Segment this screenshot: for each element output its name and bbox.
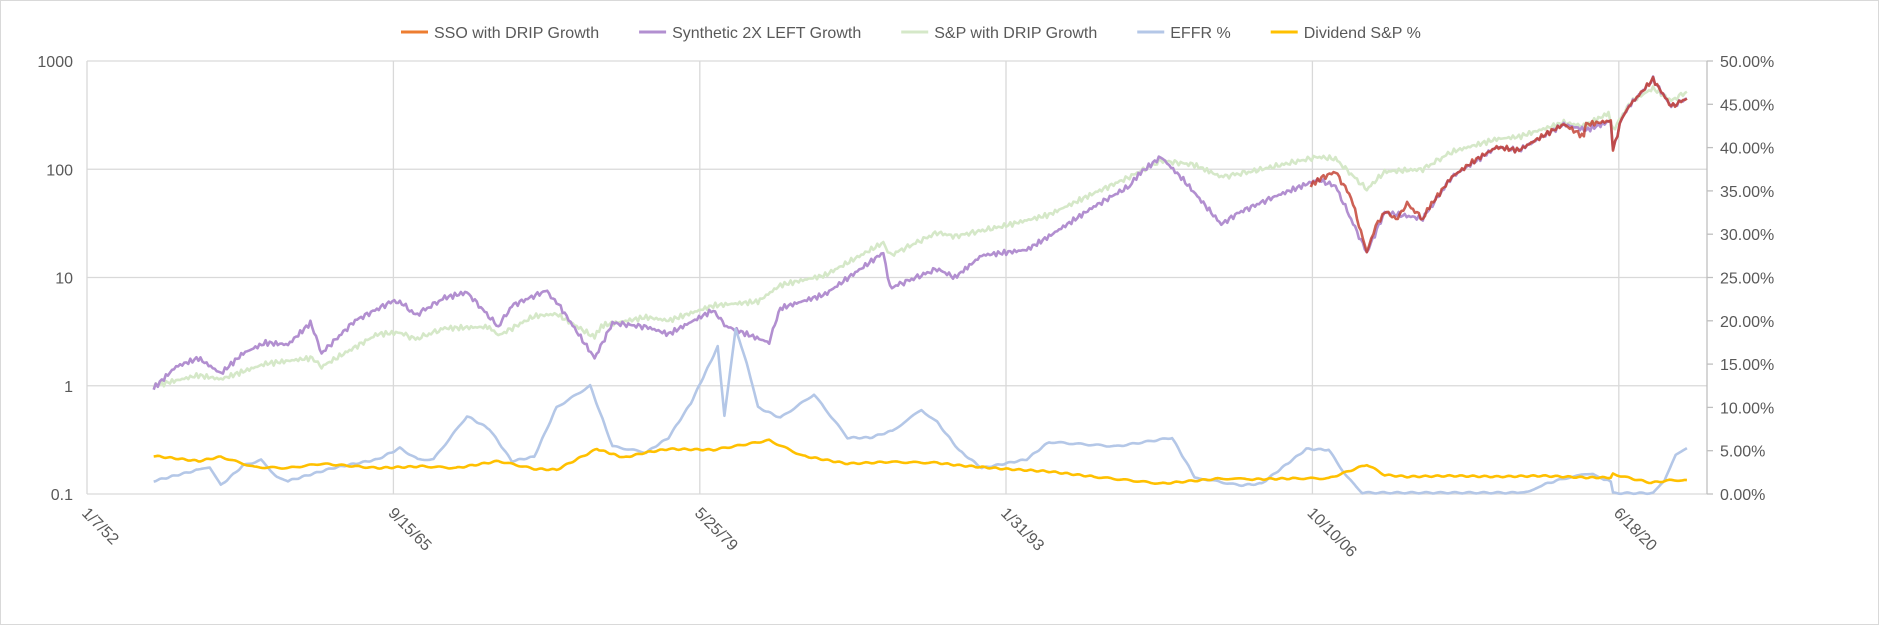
x-tick-label: 6/18/20 <box>1610 505 1660 555</box>
axes: 0.1 1 10 100 1000 1/7/52 9/15/65 5/25/79 1/31/93… <box>37 54 1774 561</box>
y-right-tick-label: 0.00% <box>1720 487 1765 504</box>
x-tick-label: 10/10/06 <box>1304 505 1360 561</box>
series-line-synthetic-2x-left-growth <box>152 75 1688 391</box>
y-right-tick-label: 30.00% <box>1720 227 1774 244</box>
y-right-tick-label: 20.00% <box>1720 314 1774 331</box>
y-right-tick-label: 15.00% <box>1720 357 1774 374</box>
x-tick-label: 1/7/52 <box>78 505 122 549</box>
legend: SSO with DRIP Growth Synthetic 2X LEFT Gr… <box>401 25 1421 42</box>
y-right-tick-label: 10.00% <box>1720 400 1774 417</box>
y-right-tick-label: 5.00% <box>1720 444 1765 461</box>
y-right-tick-label: 45.00% <box>1720 97 1774 114</box>
legend-label: Dividend S&P % <box>1304 25 1421 42</box>
legend-label: EFFR % <box>1170 25 1230 42</box>
series-line-s-p-with-drip-growth <box>152 85 1688 389</box>
series-line-sso-with-drip-growth <box>1309 75 1688 254</box>
x-tick-label: 5/25/79 <box>691 505 741 555</box>
y-left-tick-label: 100 <box>46 162 73 179</box>
y-right-tick-label: 50.00% <box>1720 54 1774 71</box>
y-left-tick-label: 1 <box>64 379 73 396</box>
series-line-dividend-s-p- <box>153 438 1688 485</box>
y-right-tick-label: 40.00% <box>1720 141 1774 158</box>
series-lines <box>152 75 1688 496</box>
legend-label: S&P with DRIP Growth <box>934 25 1097 42</box>
y-right-tick-label: 25.00% <box>1720 271 1774 288</box>
x-tick-label: 9/15/65 <box>385 505 435 555</box>
y-left-tick-label: 1000 <box>37 54 73 71</box>
y-left-tick-label: 0.1 <box>51 487 73 504</box>
series-line-effr- <box>153 327 1688 496</box>
legend-label: Synthetic 2X LEFT Growth <box>672 25 861 42</box>
y-left-tick-label: 10 <box>55 271 73 288</box>
x-tick-label: 1/31/93 <box>997 505 1047 555</box>
y-right-tick-label: 35.00% <box>1720 184 1774 201</box>
legend-label: SSO with DRIP Growth <box>434 25 599 42</box>
